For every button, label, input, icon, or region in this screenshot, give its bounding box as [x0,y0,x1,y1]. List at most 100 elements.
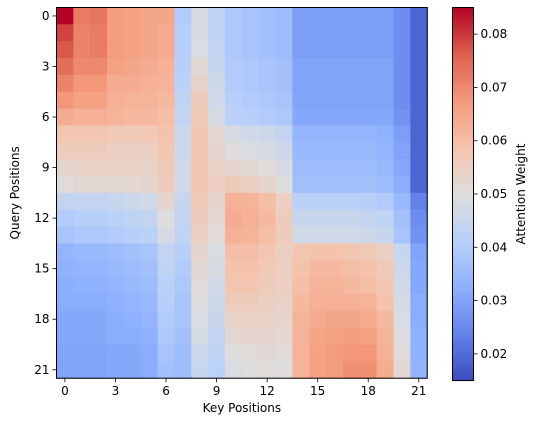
heatmap-cell [275,361,293,379]
heatmap-cell [241,142,260,160]
heatmap-cell [326,293,344,312]
heatmap-cell [342,159,361,177]
heatmap-cell [342,226,361,244]
heatmap-cell [359,7,378,25]
heatmap-cell [241,226,260,244]
heatmap-cell [342,74,361,93]
heatmap-cell [241,260,260,278]
heatmap-cell [326,277,344,295]
heatmap-cell [56,293,74,312]
heatmap-cell [359,74,378,93]
heatmap-cell [241,41,260,59]
colorbar-segment [452,234,474,239]
colorbar-tick-label: 0.04 [481,240,508,254]
heatmap-cell [140,192,159,211]
heatmap-cell [326,344,344,362]
heatmap-cell [157,192,176,211]
colorbar-tick-label: 0.08 [481,27,508,41]
colorbar-segment [452,169,474,173]
heatmap-cell [140,277,159,295]
heatmap-cell [359,327,378,346]
heatmap-cell [359,209,378,228]
heatmap-cell [359,277,378,295]
heatmap-cell [208,91,226,110]
heatmap-cell [107,361,125,379]
heatmap-cell [123,176,142,194]
colorbar-segment [452,265,474,270]
heatmap-cell [292,159,310,177]
heatmap-cell [258,243,277,261]
heatmap-cell [393,74,411,93]
heatmap-cell [376,209,395,228]
heatmap-cell [292,327,310,346]
heatmap-cell [123,108,142,127]
heatmap-cell [123,125,142,143]
y-tick-label: 9 [42,161,50,175]
heatmap-cell [309,176,327,194]
heatmap-cell [326,243,344,261]
colorbar-segment [452,138,474,142]
heatmap-cell [174,108,192,127]
heatmap-cell [326,41,344,59]
colorbar-segment [452,13,474,18]
heatmap-cell [393,209,411,228]
heatmap-cell [258,310,277,329]
heatmap-cell [359,260,378,278]
heatmap-cell [292,125,310,143]
heatmap-cell [241,7,260,25]
heatmap-cell [241,293,260,312]
heatmap-cell [56,192,74,211]
heatmap-cell [107,260,125,278]
heatmap-cell [157,243,176,261]
heatmap-cell [208,327,226,346]
heatmap-cell [309,24,327,42]
heatmap-cell [107,108,125,127]
heatmap-cell [292,192,310,211]
heatmap-cell [258,108,277,127]
colorbar-segment [452,159,474,164]
heatmap-cell [191,108,209,127]
heatmap-cell [309,41,327,59]
heatmap-cell [140,142,159,160]
heatmap-cell [107,7,125,25]
heatmap-cell [123,226,142,244]
heatmap-cell [292,293,310,312]
heatmap-cell [225,108,243,127]
heatmap-cell [376,74,395,93]
heatmap-cell [73,226,91,244]
heatmap-cell [275,277,293,295]
heatmap-cell [393,125,411,143]
colorbar-segment [452,253,474,257]
heatmap-cell [326,209,344,228]
heatmap-cell [241,344,260,362]
heatmap-cell [123,310,142,329]
colorbar-segment [452,371,474,375]
heatmap-cell [90,142,108,160]
heatmap-cell [225,310,243,329]
heatmap-cell [123,7,142,25]
heatmap-cell [292,344,310,362]
heatmap-cell [225,58,243,76]
heatmap-cell [191,58,209,76]
heatmap-cell [275,7,293,25]
heatmap-cell [376,24,395,42]
colorbar-segment [452,240,474,245]
heatmap-cell [140,361,159,379]
heatmap-cell [56,125,74,143]
heatmap-cell [292,260,310,278]
heatmap-cell [309,142,327,160]
heatmap-cell [157,108,176,127]
heatmap-cell [342,310,361,329]
heatmap-cell [208,310,226,329]
heatmap-cell [123,41,142,59]
heatmap-cell [56,41,74,59]
heatmap-cell [410,310,428,329]
colorbar-segment [452,256,474,260]
heatmap-cell [174,344,192,362]
colorbar-segment [452,29,474,33]
colorbar-segment [452,293,474,298]
heatmap-cell [107,142,125,160]
heatmap-cell [258,142,277,160]
heatmap-cell [241,243,260,261]
heatmap-cell [123,260,142,278]
